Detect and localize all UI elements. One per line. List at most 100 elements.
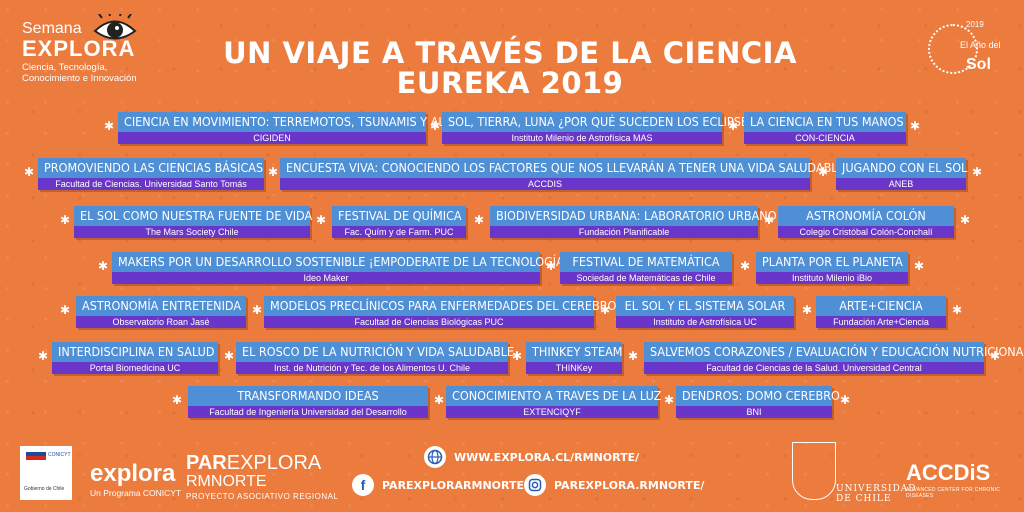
conicyt-mini: CONICYT — [48, 452, 71, 458]
explora-logo: explora — [90, 460, 176, 487]
activity-org: EXTENCIQYF — [446, 406, 658, 418]
activity-title: Arte+Ciencia — [816, 296, 946, 316]
star-icon: ✱ — [764, 213, 775, 227]
star-icon: ✱ — [990, 349, 1001, 363]
activity-org: BNI — [676, 406, 832, 418]
activity-title: El rosco de la nutrición y vida saludabl… — [236, 342, 514, 362]
activity-org: Facultad de Ciencias de la Salud. Univer… — [644, 362, 984, 374]
activity-title: Makers por un desarrollo sostenible ¡Emp… — [112, 252, 568, 272]
instagram-link[interactable]: PAREXPLORA.RMNORTE/ — [524, 474, 704, 496]
star-icon: ✱ — [818, 165, 829, 179]
instagram-text: PAREXPLORA.RMNORTE/ — [554, 478, 705, 492]
activity-org: Ideo Maker — [112, 272, 540, 284]
activity-org: ANEB — [836, 178, 966, 190]
accdis-logo: ACCDiS — [906, 460, 991, 485]
activity-org: CON-CIENCIA — [744, 132, 906, 144]
activity-title: Sol, Tierra, Luna ¿Por qué suceden los e… — [442, 112, 761, 132]
activity-title: Jugando con el sol — [836, 158, 967, 178]
semana-label: Semana — [22, 20, 82, 37]
star-icon: ✱ — [914, 259, 925, 273]
parexplora-rest: EXPLORA — [226, 452, 322, 474]
activity-card: Transformando ideas Facultad de Ingenier… — [188, 386, 428, 418]
gov-flag-red — [26, 456, 46, 460]
instagram-icon — [524, 474, 546, 496]
activity-card: Interdisciplina en salud Portal Biomedic… — [52, 342, 218, 374]
activity-title: Astronomía Colón — [778, 206, 954, 226]
activity-title: Biodiversidad urbana: Laboratorio urbano — [490, 206, 777, 226]
star-icon: ✱ — [628, 349, 639, 363]
activity-title: Transformando ideas — [188, 386, 428, 406]
activity-org: Instituto Milenio iBio — [756, 272, 908, 284]
activity-card: Jugando con el sol ANEB — [836, 158, 967, 190]
star-icon: ✱ — [60, 213, 71, 227]
activity-card: El rosco de la nutrición y vida saludabl… — [236, 342, 514, 374]
activity-card: Ciencia en movimiento: Terremotos, tsuna… — [118, 112, 495, 144]
activity-title: Festival de matemática — [560, 252, 732, 272]
eye-icon — [93, 14, 137, 40]
activity-title: El sol y el sistema solar — [616, 296, 794, 316]
activity-card: Sol, Tierra, Luna ¿Por qué suceden los e… — [442, 112, 761, 144]
activity-org: Observatorio Roan Jasé — [76, 316, 246, 328]
activity-card: Modelos preclínicos para enfermedades de… — [264, 296, 616, 328]
activity-card: Dendros: Domo cerebro BNI — [676, 386, 840, 418]
activity-org: Inst. de Nutrición y Tec. de los Aliment… — [236, 362, 508, 374]
activity-card: Astronomía Colón Colegio Cristóbal Colón… — [778, 206, 954, 238]
activity-org: Sociedad de Matemáticas de Chile — [560, 272, 732, 284]
sun-circle — [928, 24, 978, 74]
star-icon: ✱ — [172, 393, 183, 407]
activity-title: Modelos preclínicos para enfermedades de… — [264, 296, 616, 316]
activity-org: Fac. Quím y de Farm. PUC — [332, 226, 466, 238]
sun-small-label: El Año del — [960, 40, 1001, 50]
activity-card: Conocimiento a traves de la luz EXTENCIQ… — [446, 386, 661, 418]
star-icon: ✱ — [434, 393, 445, 407]
activity-title: Astronomía entretenida — [76, 296, 246, 316]
star-icon: ✱ — [474, 213, 485, 227]
activity-card: Salvemos corazones / Evaluación y educac… — [644, 342, 1024, 374]
star-icon: ✱ — [728, 119, 739, 133]
star-icon: ✱ — [960, 213, 971, 227]
gobierno-de-chile-logo: CONICYT Gobierno de Chile — [20, 446, 72, 500]
page-title: UN VIAJE A TRAVÉS DE LA CIENCIA — [223, 36, 797, 70]
activity-card: Astronomía entretenida Observatorio Roan… — [76, 296, 246, 328]
star-icon: ✱ — [840, 393, 851, 407]
accdis-subtitle: ADVANCED CENTER FOR CHRONIC DISEASES — [906, 487, 1001, 499]
activity-title: Salvemos corazones / Evaluación y educac… — [644, 342, 1024, 362]
rmnorte-label: RMNORTE — [186, 473, 267, 490]
tagline-1: Ciencia, Tecnología, — [22, 62, 108, 73]
sun-logo-icon: 2019 El Año del Sol — [922, 18, 1006, 90]
star-icon: ✱ — [910, 119, 921, 133]
star-icon: ✱ — [972, 165, 983, 179]
activity-org: Facultad de Ciencias. Universidad Santo … — [38, 178, 264, 190]
activity-org: Fundación Arte+Ciencia — [816, 316, 946, 328]
gov-flag-blue — [26, 452, 46, 456]
activity-card: Makers por un desarrollo sostenible ¡Emp… — [112, 252, 568, 284]
star-icon: ✱ — [60, 303, 71, 317]
star-icon: ✱ — [24, 165, 35, 179]
activity-title: Festival de química — [332, 206, 466, 226]
star-icon: ✱ — [316, 213, 327, 227]
tagline-2: Conocimiento e Innovación — [22, 73, 137, 84]
uchile-name: UNIVERSIDAD DE CHILE — [836, 484, 917, 504]
activity-card: Encuesta viva: Conociendo los factores q… — [280, 158, 845, 190]
facebook-text: PAREXPLORARMNORTE — [382, 478, 525, 492]
website-text: WWW.EXPLORA.CL/RMNORTE/ — [454, 450, 640, 464]
activity-card: El sol y el sistema solar Instituto de A… — [616, 296, 794, 328]
facebook-link[interactable]: f PAREXPLORARMNORTE — [352, 474, 524, 496]
activity-title: Conocimiento a traves de la luz — [446, 386, 661, 406]
activity-org: CIGIDEN — [118, 132, 426, 144]
activity-org: Facultad de Ingeniería Universidad del D… — [188, 406, 428, 418]
activity-org: Instituto de Astrofísica UC — [616, 316, 794, 328]
activity-title: Interdisciplina en salud — [52, 342, 218, 362]
activity-card: El sol como nuestra fuente de vida The M… — [74, 206, 312, 238]
website-link[interactable]: WWW.EXPLORA.CL/RMNORTE/ — [424, 446, 639, 468]
activity-org: Portal Biomedicina UC — [52, 362, 218, 374]
activity-card: La ciencia en tus manos CON-CIENCIA — [744, 112, 906, 144]
star-icon: ✱ — [38, 349, 49, 363]
activity-title: El sol como nuestra fuente de vida — [74, 206, 312, 226]
gov-text: Gobierno de Chile — [24, 486, 65, 492]
sun-year: 2019 — [966, 20, 984, 29]
star-icon: ✱ — [664, 393, 675, 407]
activity-org: Colegio Cristóbal Colón-Conchalí — [778, 226, 954, 238]
activity-org: The Mars Society Chile — [74, 226, 310, 238]
star-icon: ✱ — [546, 259, 557, 273]
